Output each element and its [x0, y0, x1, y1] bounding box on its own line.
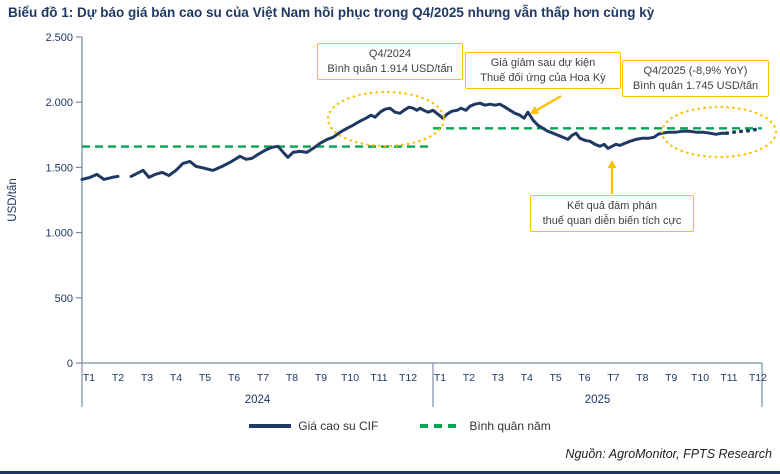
negotiation-arrow-icon-head — [607, 160, 617, 168]
legend-item-average-line: Bình quân năm — [420, 419, 551, 433]
annotation-line: Giá giảm sau dự kiện — [490, 57, 596, 69]
y-tick-label: 2.500 — [45, 32, 73, 44]
x-tick-label: T3 — [141, 372, 153, 384]
x-tick-label: T12 — [399, 372, 417, 384]
price-line-segment-0 — [80, 172, 120, 181]
annotation-line: Kết quả đàm phán — [567, 200, 657, 212]
x-tick-label: T10 — [691, 372, 709, 384]
annotation-line: Thuế đối ứng của Hoa Kỳ — [480, 71, 606, 84]
chart-legend: Giá cao su CIF Bình quân năm — [10, 419, 780, 433]
annotation-tariff-box: Giá giảm sau dự kiện Thuế đối ứng của Ho… — [465, 52, 621, 90]
price-line-segment-1 — [129, 101, 729, 179]
x-tick-label: T8 — [286, 372, 298, 384]
x-tick-label: T6 — [578, 372, 590, 384]
highlight-ellipse-q4-2024 — [326, 90, 446, 148]
solid-line-swatch-icon — [249, 424, 292, 428]
legend-label: Giá cao su CIF — [298, 419, 379, 433]
x-tick-label: T1 — [434, 372, 446, 384]
dashed-line-swatch-icon — [420, 424, 463, 428]
y-tick-label: 2.000 — [45, 97, 73, 109]
y-axis-title: USD/tấn — [7, 178, 19, 221]
annotation-negotiation-box: Kết quả đàm phán thuế quan diễn biến tíc… — [530, 195, 694, 233]
annotation-q4-2025-box: Q4/2025 (-8,9% YoY) Bình quân 1.745 USD/… — [622, 60, 769, 98]
annotation-line: Q4/2024 — [368, 48, 412, 60]
x-tick-label: T10 — [341, 372, 359, 384]
annotation-line: Bình quân 1.914 USD/tấn — [327, 62, 453, 75]
annotation-q4-2024-box: Q4/2024 Bình quân 1.914 USD/tấn — [317, 43, 463, 81]
year-label: 2025 — [585, 394, 611, 406]
x-tick-label: T9 — [665, 372, 677, 384]
y-tick-label: 1.500 — [45, 162, 73, 174]
x-tick-label: T4 — [170, 372, 182, 384]
x-tick-label: T11 — [370, 372, 387, 384]
x-tick-label: T3 — [492, 372, 504, 384]
annotation-line: thuế quan diễn biến tích cực — [542, 214, 682, 227]
x-tick-label: T11 — [720, 372, 737, 384]
annotation-line: Q4/2025 (-8,9% YoY) — [643, 65, 748, 77]
year-label: 2024 — [245, 394, 271, 406]
x-tick-label: T12 — [749, 372, 767, 384]
legend-label: Bình quân năm — [469, 419, 551, 433]
x-tick-label: T6 — [228, 372, 240, 384]
source-note: Nguồn: AgroMonitor, FPTS Research — [565, 447, 772, 461]
x-tick-label: T9 — [315, 372, 327, 384]
x-tick-label: T5 — [549, 372, 561, 384]
bottom-divider — [0, 471, 780, 474]
highlight-ellipse-q4-2025 — [660, 105, 778, 159]
price-line-forecast — [725, 127, 759, 135]
annotation-line: Bình quân 1.745 USD/tấn — [632, 79, 759, 92]
x-tick-label: T2 — [112, 372, 124, 384]
y-tick-label: 0 — [67, 358, 73, 370]
x-tick-label: T5 — [199, 372, 211, 384]
x-tick-label: T7 — [607, 372, 619, 384]
chart-title: Biểu đồ 1: Dự báo giá bán cao su của Việ… — [8, 5, 655, 20]
tariff-arrow-icon — [536, 94, 562, 112]
x-tick-label: T2 — [463, 372, 475, 384]
x-tick-label: T1 — [83, 372, 95, 384]
tariff-arrow-icon-head — [530, 106, 540, 114]
y-tick-label: 1.000 — [45, 228, 73, 240]
legend-item-price-line: Giá cao su CIF — [249, 419, 378, 433]
x-tick-label: T4 — [521, 372, 533, 384]
x-tick-label: T8 — [636, 372, 648, 384]
x-tick-label: T7 — [257, 372, 269, 384]
y-tick-label: 500 — [55, 293, 73, 305]
